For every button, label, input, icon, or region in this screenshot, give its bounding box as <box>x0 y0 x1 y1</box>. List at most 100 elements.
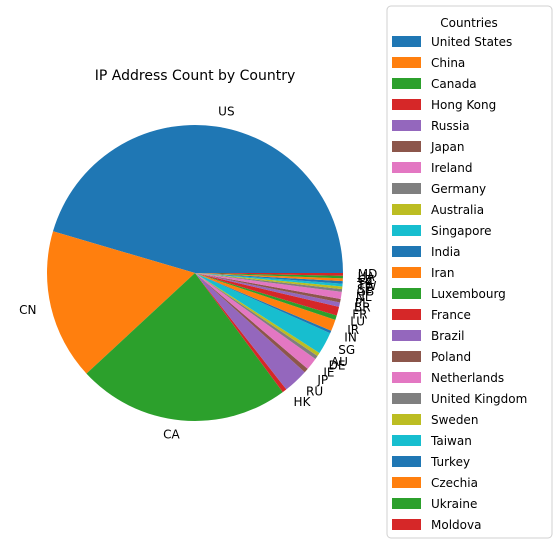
slice-label-md: MD <box>358 267 378 281</box>
legend-label: Taiwan <box>430 434 472 448</box>
legend-item-in: India <box>392 245 460 259</box>
slice-label-us: US <box>218 104 234 118</box>
legend-item-jp: Japan <box>392 140 464 154</box>
legend-item-ie: Ireland <box>392 161 473 175</box>
slice-label-jp: JP <box>316 373 328 387</box>
pie-slices <box>47 125 343 422</box>
legend-label: Iran <box>431 266 454 280</box>
slice-label-ie: IE <box>323 366 334 380</box>
legend-label: United States <box>431 35 512 49</box>
legend-label: Japan <box>430 140 464 154</box>
slice-label-au: AU <box>331 355 348 369</box>
legend-item-sg: Singapore <box>392 224 492 238</box>
legend-item-md: Moldova <box>392 518 481 532</box>
slice-labels: US CN CA HKRUJPIEDEAUSGINIRLUFRBRPLNLGBSETW… <box>19 104 377 441</box>
pie-slice-us <box>52 125 343 273</box>
slice-label-lu: LU <box>350 315 365 329</box>
legend-swatch <box>392 435 421 446</box>
legend-item-cz: Czechia <box>392 476 478 490</box>
legend-label: Germany <box>431 182 486 196</box>
pie-slice-lu <box>195 273 337 320</box>
legend-label: Poland <box>431 350 471 364</box>
slice-label-hk: HK <box>294 395 312 409</box>
slice-label-tr: TR <box>356 276 373 290</box>
pie-slice-ir <box>195 273 336 331</box>
slice-label-fr: FR <box>352 308 367 322</box>
legend-label: Canada <box>431 77 477 91</box>
legend-swatch <box>392 519 421 530</box>
legend-item-ca: Canada <box>392 77 477 91</box>
legend-swatch <box>392 309 421 320</box>
legend-label: Turkey <box>430 455 470 469</box>
legend-swatch <box>392 225 421 236</box>
legend-label: Ireland <box>431 161 473 175</box>
legend-item-ir: Iran <box>392 266 454 280</box>
pie-slice-ua <box>195 273 343 279</box>
legend-title: Countries <box>440 16 498 30</box>
legend-frame <box>386 5 553 539</box>
legend-swatch <box>392 477 421 488</box>
legend-swatch <box>392 204 421 215</box>
legend-item-cn: China <box>392 56 465 70</box>
legend-swatch <box>392 78 421 89</box>
pie-slice-ca <box>86 273 283 422</box>
pie-slice-md <box>195 273 343 276</box>
legend-label: Ukraine <box>431 497 477 511</box>
legend-swatch <box>392 36 421 47</box>
legend-swatch <box>392 246 421 257</box>
pie-slice-ie <box>195 273 316 369</box>
legend-label: France <box>431 308 471 322</box>
legend-item-tr: Turkey <box>392 455 470 469</box>
legend-label: Singapore <box>431 224 492 238</box>
slice-label-cn: CN <box>19 303 36 317</box>
legend-item-se: Sweden <box>392 413 478 427</box>
legend-swatch <box>392 267 421 278</box>
pie-slice-cz <box>195 273 343 282</box>
legend-item-au: Australia <box>392 203 484 217</box>
legend-swatch <box>392 99 421 110</box>
legend-item-pl: Poland <box>392 350 471 364</box>
legend-item-de: Germany <box>392 182 486 196</box>
legend-label: Netherlands <box>431 371 504 385</box>
pie-slice-gb <box>195 273 343 292</box>
pie-slice-ru <box>195 273 305 390</box>
legend-item-ru: Russia <box>392 119 470 133</box>
pie-slice-se <box>195 273 343 290</box>
slice-label-ca: CA <box>163 428 180 442</box>
pie-slice-fr <box>195 273 340 316</box>
legend-swatch <box>392 141 421 152</box>
pie-slice-in <box>195 273 332 334</box>
slice-label-gb: GB <box>357 285 375 299</box>
legend-swatch <box>392 120 421 131</box>
slice-label-ua: UA <box>358 270 376 284</box>
pie-slice-tw <box>195 273 343 287</box>
chart-title: IP Address Count by Country <box>95 68 296 84</box>
pie-slice-tr <box>195 273 343 284</box>
legend-item-ua: Ukraine <box>392 497 477 511</box>
legend-label: Czechia <box>431 476 478 490</box>
legend: Countries United States China Canada Hong K… <box>386 5 553 539</box>
legend-swatch <box>392 414 421 425</box>
slice-label-in: IN <box>344 330 357 344</box>
legend-swatch <box>392 498 421 509</box>
pie-slice-sg <box>195 273 331 354</box>
pie-slice-jp <box>195 273 308 373</box>
legend-item-us: United States <box>392 35 512 49</box>
legend-label: Russia <box>431 119 470 133</box>
legend-swatch <box>392 393 421 404</box>
legend-label: Sweden <box>431 413 478 427</box>
pie-slice-de <box>195 273 318 359</box>
slice-label-cz: CZ <box>358 273 375 287</box>
legend-item-hk: Hong Kong <box>392 98 496 112</box>
legend-swatch <box>392 351 421 362</box>
legend-swatch <box>392 288 421 299</box>
slice-label-ru: RU <box>306 385 323 399</box>
pie-slice-br <box>195 273 341 307</box>
legend-item-tw: Taiwan <box>392 434 472 448</box>
slice-label-ir: IR <box>347 323 359 337</box>
legend-label: Australia <box>431 203 484 217</box>
legend-label: Hong Kong <box>431 98 496 112</box>
legend-item-lu: Luxembourg <box>392 287 506 301</box>
slice-label-tw: TW <box>356 279 376 293</box>
